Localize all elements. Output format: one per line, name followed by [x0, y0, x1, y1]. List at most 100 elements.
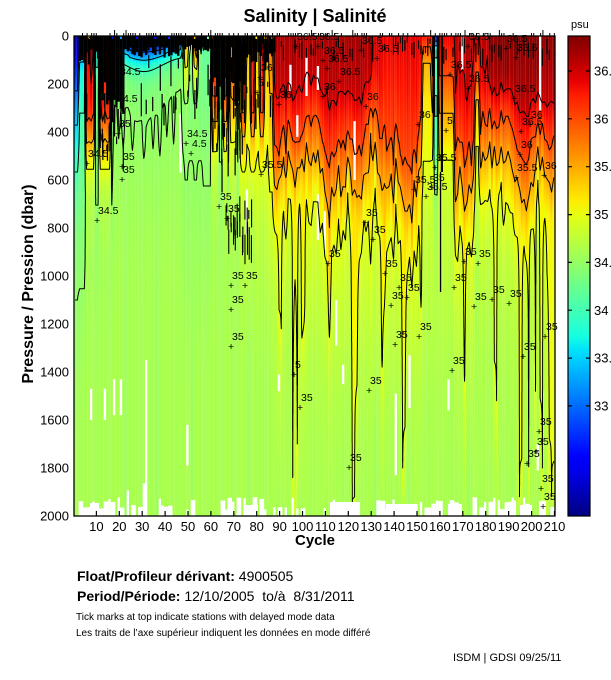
svg-text:34.5: 34.5: [120, 66, 141, 78]
svg-text:+: +: [228, 341, 234, 353]
svg-text:+: +: [183, 138, 189, 150]
svg-text:Les traits de l’axe supérieur: Les traits de l’axe supérieur indiquent …: [76, 628, 371, 639]
svg-text:+: +: [216, 201, 222, 213]
svg-text:36.5: 36.5: [451, 59, 472, 71]
svg-text:35: 35: [246, 270, 258, 282]
svg-text:+: +: [416, 331, 422, 343]
svg-text:70: 70: [227, 519, 241, 534]
svg-text:+: +: [315, 41, 321, 53]
svg-text:+: +: [254, 87, 260, 99]
svg-text:+: +: [276, 99, 282, 111]
svg-text:33: 33: [594, 398, 608, 413]
svg-text:+: +: [325, 258, 331, 270]
svg-text:35: 35: [329, 248, 341, 260]
svg-text:+: +: [370, 234, 376, 246]
svg-text:Float/Profileur dérivant: 4900: Float/Profileur dérivant: 4900505: [77, 568, 294, 584]
svg-text:34.5: 34.5: [187, 128, 208, 140]
svg-text:36.5: 36.5: [469, 73, 490, 85]
svg-text:+: +: [94, 215, 100, 227]
svg-text:120: 120: [337, 519, 359, 534]
svg-text:35: 35: [392, 290, 404, 302]
svg-text:35: 35: [420, 321, 432, 333]
svg-text:35.5: 35.5: [427, 181, 448, 193]
svg-text:140: 140: [383, 519, 405, 534]
svg-text:30: 30: [135, 519, 149, 534]
svg-text:+: +: [538, 483, 544, 495]
svg-text:+: +: [320, 91, 326, 103]
svg-text:+: +: [324, 63, 330, 75]
svg-text:35: 35: [370, 375, 382, 387]
svg-text:Tick marks at top indicate sta: Tick marks at top indicate stations with…: [76, 612, 335, 623]
svg-text:+: +: [415, 119, 421, 131]
svg-text:35: 35: [228, 203, 240, 215]
svg-text:36.5: 36.5: [517, 42, 538, 54]
svg-text:35: 35: [123, 164, 135, 176]
svg-text:+: +: [524, 458, 530, 470]
svg-text:+: +: [511, 93, 517, 105]
svg-text:36: 36: [521, 139, 533, 151]
svg-text:36.5: 36.5: [319, 31, 340, 43]
svg-text:Salinity | Salinité: Salinity | Salinité: [243, 6, 386, 26]
svg-text:35.5: 35.5: [262, 159, 283, 171]
svg-text:800: 800: [47, 221, 69, 236]
svg-text:35: 35: [475, 291, 487, 303]
svg-text:+: +: [119, 161, 125, 173]
svg-text:1600: 1600: [40, 413, 69, 428]
svg-text:+: +: [119, 103, 125, 115]
svg-text:35.5: 35.5: [436, 152, 457, 164]
svg-text:36.5: 36.5: [362, 35, 383, 47]
svg-text:10: 10: [89, 519, 103, 534]
svg-text:40: 40: [158, 519, 172, 534]
svg-text:36: 36: [280, 89, 292, 101]
svg-text:+: +: [465, 41, 471, 53]
svg-text:34: 34: [113, 79, 125, 91]
svg-text:Period/Période: 12/10/2005 to: Period/Période: 12/10/2005 to/à 8/31/201…: [77, 588, 355, 604]
svg-text:36: 36: [324, 81, 336, 93]
svg-text:35: 35: [542, 473, 554, 485]
svg-text:35: 35: [123, 151, 135, 163]
svg-text:35.5: 35.5: [415, 174, 436, 186]
svg-text:36.5: 36.5: [515, 83, 536, 95]
svg-text:+: +: [432, 162, 438, 174]
svg-text:600: 600: [47, 173, 69, 188]
svg-text:130: 130: [360, 519, 382, 534]
svg-text:35: 35: [493, 284, 505, 296]
svg-text:+: +: [533, 446, 539, 458]
svg-text:ISDM | GDSI 09/25/11: ISDM | GDSI 09/25/11: [453, 652, 561, 664]
svg-text:35: 35: [386, 258, 398, 270]
svg-text:+: +: [461, 256, 467, 268]
svg-text:+: +: [388, 300, 394, 312]
svg-text:50: 50: [181, 519, 195, 534]
svg-text:+: +: [116, 76, 122, 88]
svg-text:+: +: [320, 55, 326, 67]
svg-text:35: 35: [528, 448, 540, 460]
svg-text:+: +: [429, 182, 435, 194]
svg-text:36.5: 36.5: [328, 53, 349, 65]
svg-text:+: +: [542, 331, 548, 343]
svg-text:+: +: [443, 125, 449, 137]
svg-text:36: 36: [367, 91, 379, 103]
svg-text:100: 100: [292, 519, 314, 534]
svg-text:35: 35: [537, 436, 549, 448]
svg-text:+: +: [228, 304, 234, 316]
svg-text:+: +: [471, 301, 477, 313]
svg-text:+: +: [84, 158, 90, 170]
svg-text:35: 35: [220, 191, 232, 203]
svg-text:36.5: 36.5: [469, 31, 490, 43]
svg-text:34: 34: [594, 303, 608, 318]
svg-text:Pressure / Pression (dbar): Pressure / Pression (dbar): [20, 184, 37, 383]
svg-text:+: +: [366, 385, 372, 397]
svg-text:35: 35: [232, 270, 244, 282]
svg-text:+: +: [517, 149, 523, 161]
svg-text:+: +: [382, 268, 388, 280]
svg-text:+: +: [489, 294, 495, 306]
svg-text:36.5: 36.5: [594, 64, 611, 79]
svg-text:34.5: 34.5: [88, 148, 109, 160]
svg-text:5: 5: [258, 77, 264, 89]
svg-text:35: 35: [350, 452, 362, 464]
svg-text:+: +: [228, 280, 234, 292]
svg-text:0: 0: [62, 29, 69, 44]
svg-text:34.5: 34.5: [594, 255, 611, 270]
svg-text:+: +: [257, 72, 263, 84]
svg-text:+: +: [465, 83, 471, 95]
